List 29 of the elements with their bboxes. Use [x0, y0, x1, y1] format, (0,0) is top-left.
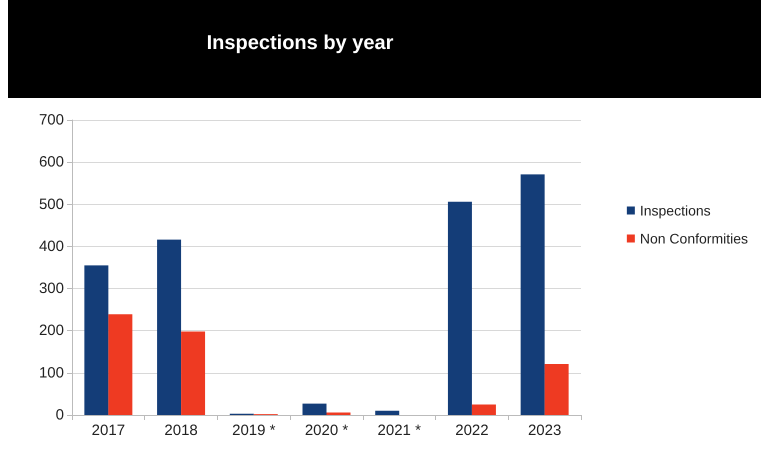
x-tick-label: 2019 *: [232, 422, 276, 439]
x-tick-label: 2023: [528, 422, 562, 439]
y-tick-label: 600: [38, 154, 64, 171]
y-tick-label: 700: [38, 112, 64, 128]
x-tick-label: 2022: [455, 422, 489, 439]
x-tick-label: 2021 *: [378, 422, 422, 439]
bar: [108, 314, 132, 415]
x-tick-label: 2017: [92, 422, 126, 439]
y-tick-label: 300: [38, 280, 64, 298]
bar: [520, 174, 545, 415]
bar: [375, 410, 400, 415]
x-tick-label: 2018: [164, 422, 198, 439]
bar: [472, 404, 496, 415]
bar: [181, 332, 206, 415]
y-tick-label: 200: [38, 322, 64, 340]
bar: [84, 265, 108, 415]
bar: [326, 412, 350, 415]
y-tick-label: 400: [38, 238, 64, 255]
y-tick-label: 500: [38, 196, 64, 213]
bar: [544, 364, 569, 415]
legend-label: Non Conformities: [640, 230, 748, 246]
legend-label: Inspections: [640, 202, 711, 218]
bar: [157, 240, 182, 415]
x-tick-label: 2020 *: [304, 422, 348, 439]
y-tick-label: 0: [56, 406, 64, 424]
bar: [302, 404, 326, 415]
chart-title: Inspections by year: [206, 32, 394, 54]
bar: [448, 202, 472, 415]
y-tick-label: 100: [38, 364, 64, 382]
